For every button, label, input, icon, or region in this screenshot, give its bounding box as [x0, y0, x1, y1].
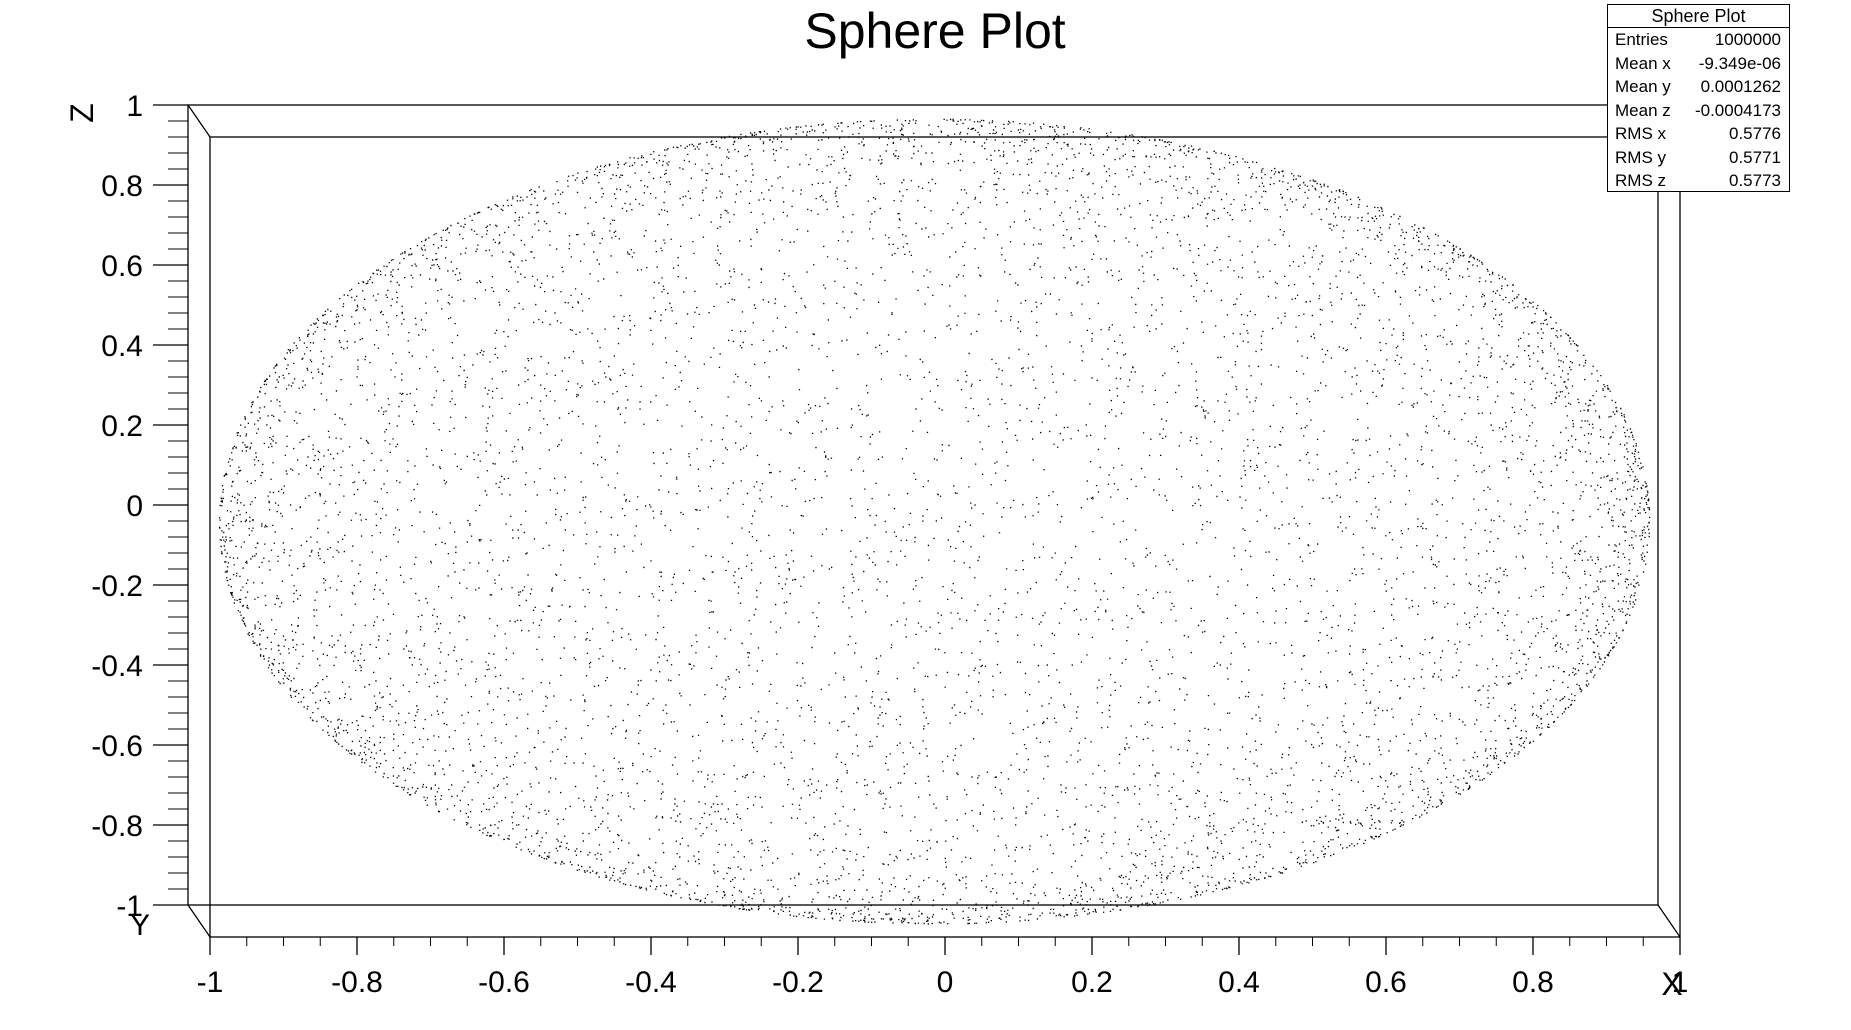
stats-label: RMS x: [1615, 124, 1666, 143]
stats-value: -0.0004173: [1694, 100, 1781, 120]
x-tick-label: -0.8: [331, 966, 383, 999]
x-axis-label: X: [1661, 966, 1682, 1002]
stats-label: Mean z: [1615, 100, 1671, 120]
z-tick-label: 0.6: [101, 250, 143, 283]
z-tick-label: -0.8: [91, 810, 143, 843]
stats-value: 0.0001262: [1700, 77, 1781, 96]
stats-label: RMS y: [1615, 147, 1666, 167]
scatter-points: [219, 118, 1651, 925]
stats-label: Mean y: [1615, 77, 1671, 96]
stats-box: Sphere Plot Entries 1000000 Mean x -9.34…: [1607, 4, 1790, 192]
x-tick-label: 0.2: [1071, 966, 1113, 999]
z-tick-label: -1: [116, 890, 143, 923]
x-axis: -1 -0.8 -0.6 -0.4 -0.2 0 0.2 0.4 0.6 0.8 1: [197, 937, 1689, 999]
stats-title: Sphere Plot: [1608, 5, 1789, 28]
chart-title: Sphere Plot: [804, 3, 1065, 59]
scatter-dots: [219, 118, 1651, 925]
stats-value: -9.349e-06: [1698, 53, 1781, 73]
x-tick-label: 0.6: [1365, 966, 1407, 999]
z-tick-label: -0.2: [91, 570, 143, 603]
z-axis-label: Z: [64, 103, 100, 123]
stats-row: RMS x 0.5776: [1608, 122, 1789, 146]
z-tick-label: -0.6: [91, 730, 143, 763]
z-tick-label: 0.8: [101, 170, 143, 203]
stats-row: Entries 1000000: [1608, 28, 1789, 52]
stats-row: Mean z -0.0004173: [1608, 99, 1789, 123]
stats-value: 0.5773: [1729, 171, 1781, 190]
stats-value: 1000000: [1714, 30, 1781, 49]
x-tick-label: 0.4: [1218, 966, 1260, 999]
stats-label: RMS z: [1615, 171, 1666, 190]
x-tick-label: 0: [937, 966, 954, 999]
stats-row: RMS z 0.5773: [1608, 169, 1789, 193]
stats-row: Mean x -9.349e-06: [1608, 52, 1789, 76]
stats-row: RMS y 0.5771: [1608, 146, 1789, 170]
stats-value: 0.5776: [1729, 124, 1781, 143]
x-tick-label: 0.8: [1512, 966, 1554, 999]
stats-row: Mean y 0.0001262: [1608, 75, 1789, 99]
z-tick-label: 0.2: [101, 410, 143, 443]
z-tick-label: -0.4: [91, 650, 143, 683]
x-tick-label: -0.6: [478, 966, 530, 999]
z-axis: 1 0.8 0.6 0.4 0.2 0 -0.2 -0.4 -0.6 -0.8 -1: [91, 90, 188, 923]
x-tick-label: -0.2: [772, 966, 824, 999]
stats-value: 0.5771: [1729, 147, 1781, 167]
frame-box: [187, 104, 1681, 938]
x-tick-label: 1: [1672, 966, 1689, 999]
stats-label: Entries: [1615, 30, 1668, 49]
x-tick-label: -1: [197, 966, 224, 999]
stats-label: Mean x: [1615, 53, 1671, 73]
y-axis-label: Y: [130, 909, 150, 942]
z-tick-label: 1: [126, 90, 143, 123]
z-tick-label: 0: [126, 490, 143, 523]
x-tick-label: -0.4: [625, 966, 677, 999]
z-tick-label: 0.4: [101, 330, 143, 363]
